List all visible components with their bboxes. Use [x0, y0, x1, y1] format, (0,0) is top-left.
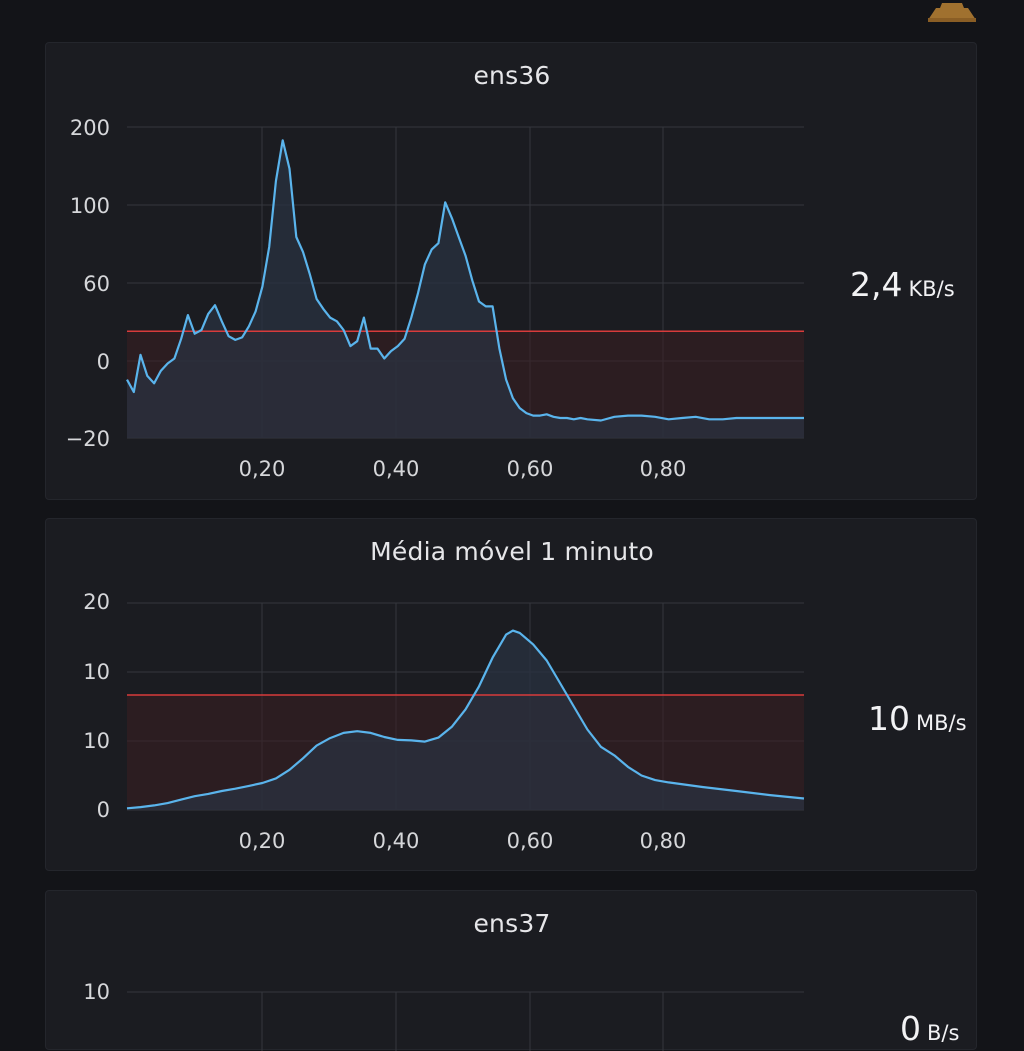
- x-tick-label: 0,20: [239, 829, 286, 853]
- y-tick-label: 0: [97, 350, 110, 374]
- current-value-stat: 2,4 KB/s: [850, 265, 955, 304]
- panel-title: Média móvel 1 minuto: [370, 537, 654, 566]
- y-tick-label: 100: [70, 194, 110, 218]
- y-tick-label: 10: [83, 729, 110, 753]
- stat-unit: KB/s: [908, 277, 955, 301]
- panel-title: ens36: [473, 61, 551, 90]
- x-tick-label: 0,80: [640, 457, 687, 481]
- series-line: [126, 139, 804, 422]
- stat-value: 10: [868, 699, 910, 738]
- y-tick-label: 10: [83, 660, 110, 684]
- current-value-stat: 0 B/s: [900, 1009, 959, 1048]
- time-series-chart[interactable]: 20 10 10 0 0,20 0,40 0,60 0,80: [46, 519, 978, 872]
- y-tick-label: 0: [97, 798, 110, 822]
- series-line: [126, 629, 805, 810]
- chart-grid: [127, 991, 804, 1051]
- x-tick-label: 0,40: [373, 829, 420, 853]
- time-series-chart[interactable]: 200 100 60 0 −20 0,20 0,40 0,60 0,80: [46, 43, 978, 501]
- stat-unit: B/s: [927, 1021, 960, 1045]
- panel-ens37: ens37 10 0 B/s: [45, 890, 978, 1051]
- time-series-chart[interactable]: 10: [46, 891, 978, 1051]
- panel-ens36: ens36 200 100 60 0 −20 0,20 0,40 0,60 0,…: [45, 42, 977, 500]
- stat-value: 0: [900, 1009, 921, 1048]
- current-value-stat: 10 MB/s: [868, 699, 967, 738]
- panel-title: ens37: [473, 909, 551, 938]
- brand-logo-icon[interactable]: [924, 0, 980, 22]
- x-tick-label: 0,60: [507, 457, 554, 481]
- panel-moving-average: Média móvel 1 minuto 20 10 10 0 0,20 0,4…: [45, 518, 977, 871]
- stat-value: 2,4: [850, 265, 903, 304]
- y-tick-label: 200: [70, 116, 110, 140]
- x-tick-label: 0,80: [640, 829, 687, 853]
- series-area: [127, 140, 804, 439]
- y-tick-label: −20: [66, 427, 110, 451]
- y-tick-label: 60: [83, 272, 110, 296]
- top-bar: [0, 0, 1024, 40]
- x-tick-label: 0,60: [507, 829, 554, 853]
- stat-unit: MB/s: [916, 711, 967, 735]
- x-tick-label: 0,20: [239, 457, 286, 481]
- y-tick-label: 10: [83, 980, 110, 1004]
- y-tick-label: 20: [83, 590, 110, 614]
- x-tick-label: 0,40: [373, 457, 420, 481]
